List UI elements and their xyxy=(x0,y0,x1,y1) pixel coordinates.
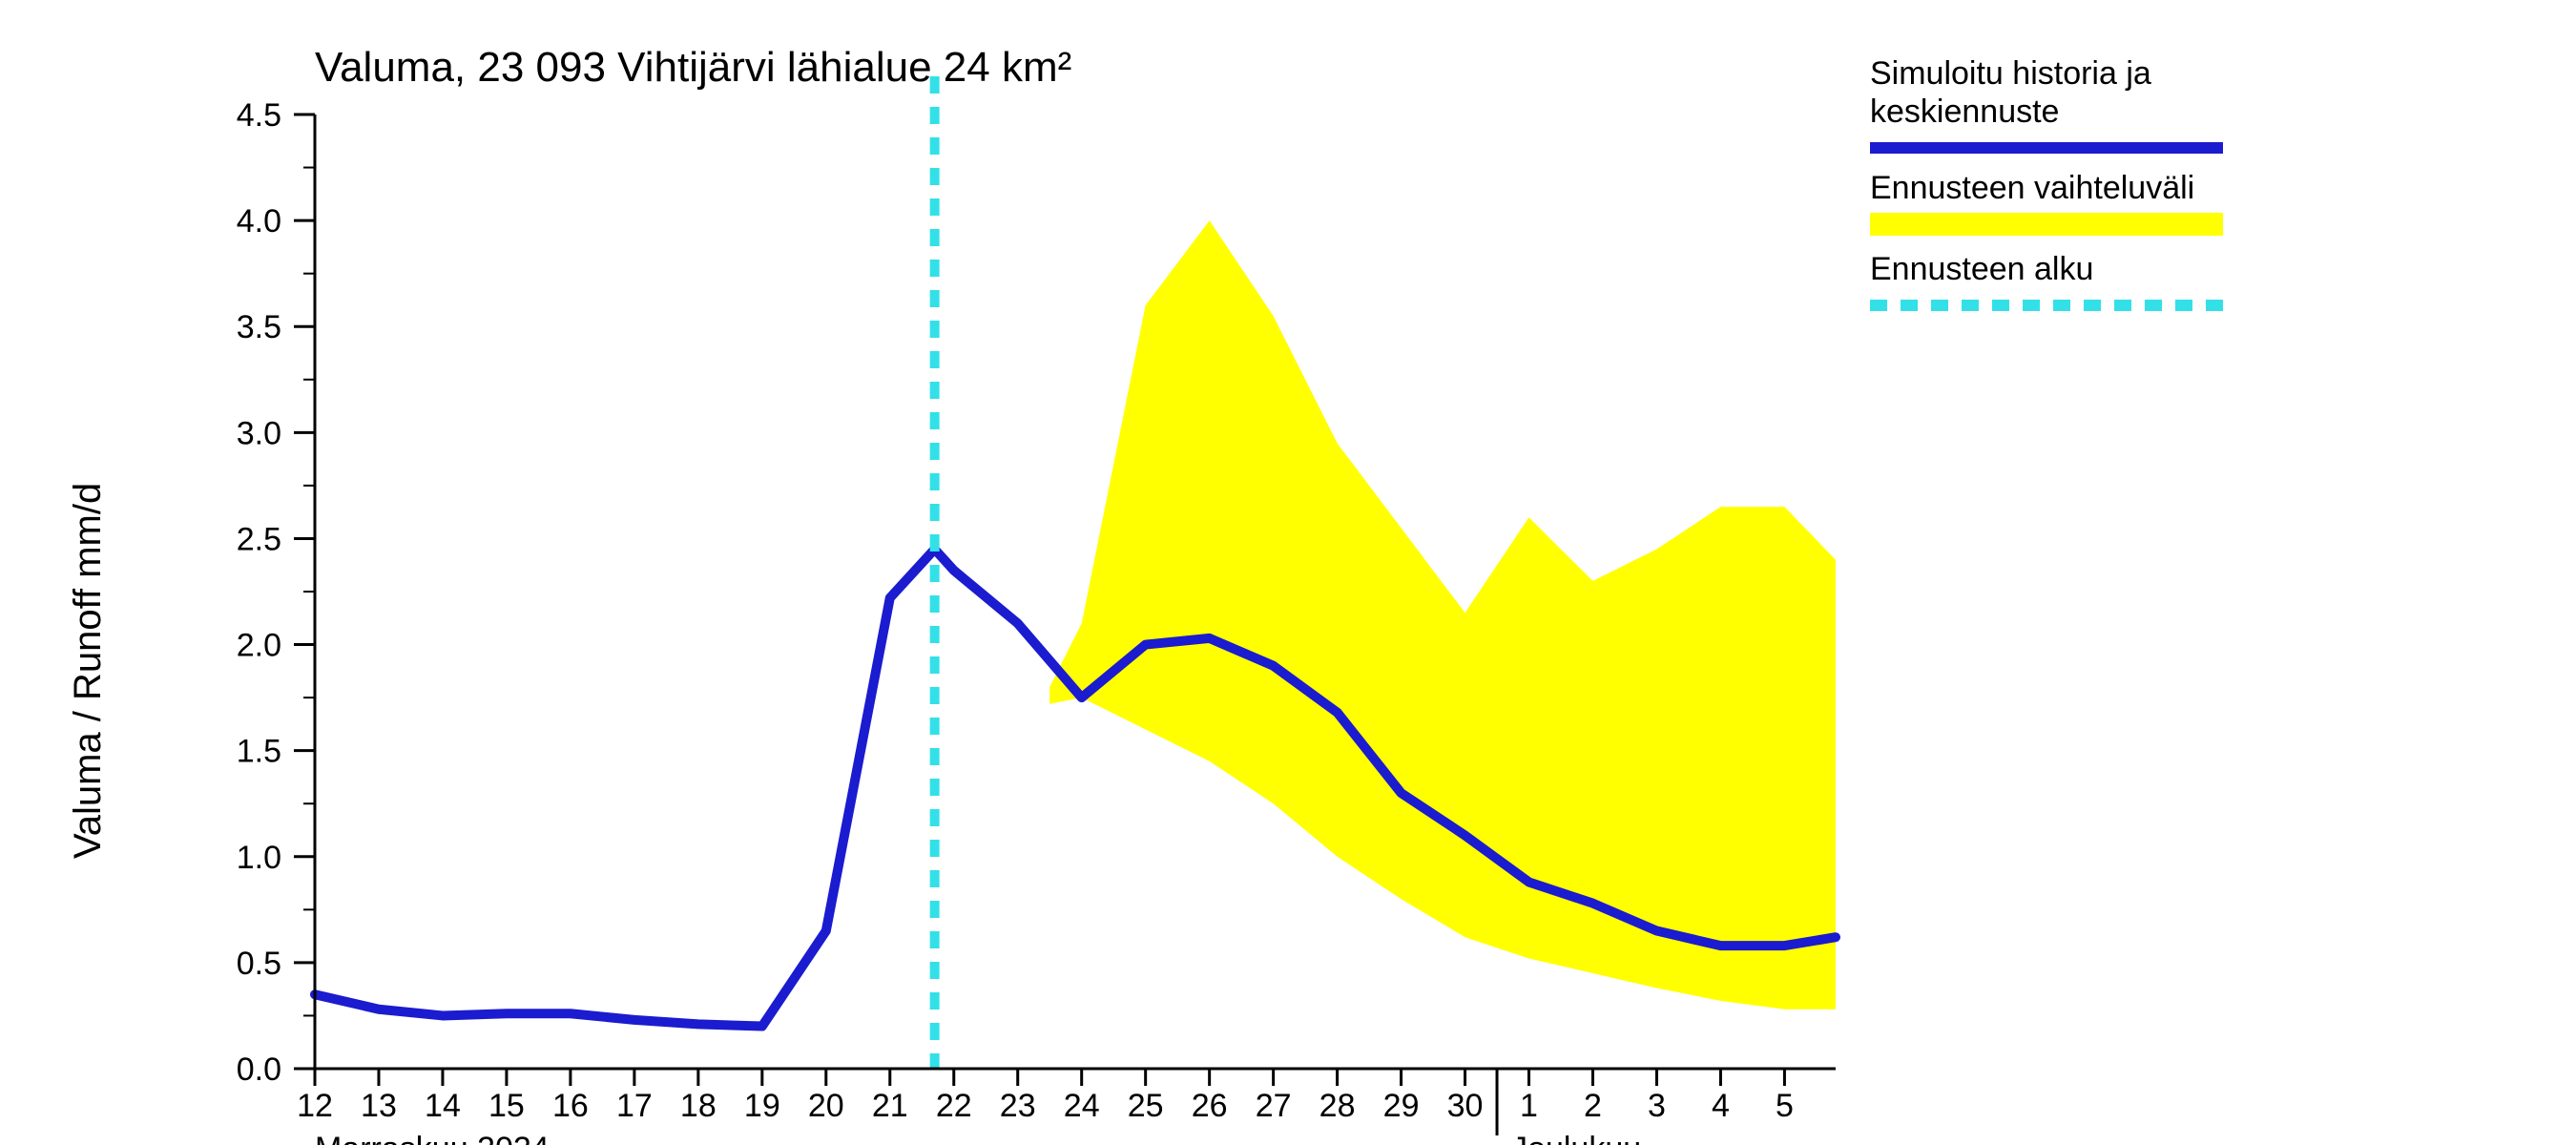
month1-label-line1: Marraskuu 2024 xyxy=(315,1131,550,1145)
y-tick-label: 0.5 xyxy=(237,946,281,982)
legend-label: Ennusteen alku xyxy=(1870,251,2093,287)
x-tick-label: 13 xyxy=(361,1088,397,1124)
x-tick-label: 27 xyxy=(1256,1088,1292,1124)
x-tick-label: 29 xyxy=(1383,1088,1420,1124)
x-tick-label: 26 xyxy=(1192,1088,1228,1124)
x-tick-label: 18 xyxy=(680,1088,717,1124)
legend-label: keskiennuste xyxy=(1870,94,2059,130)
x-tick-label: 14 xyxy=(425,1088,461,1124)
legend-label: Ennusteen vaihteluväli xyxy=(1870,170,2194,206)
y-tick-label: 1.5 xyxy=(237,734,281,770)
x-tick-label: 12 xyxy=(297,1088,333,1124)
y-tick-label: 2.5 xyxy=(237,521,281,557)
month2-label-line1: Joulukuu xyxy=(1511,1131,1641,1145)
x-tick-label: 21 xyxy=(872,1088,908,1124)
x-tick-label: 4 xyxy=(1712,1088,1730,1124)
legend-label: Simuloitu historia ja xyxy=(1870,55,2151,92)
y-tick-label: 4.0 xyxy=(237,203,281,239)
x-tick-label: 17 xyxy=(616,1088,653,1124)
y-tick-label: 0.0 xyxy=(237,1051,281,1088)
x-tick-label: 28 xyxy=(1319,1088,1356,1124)
x-tick-label: 5 xyxy=(1776,1088,1794,1124)
y-axis-label: Valuma / Runoff mm/d xyxy=(67,483,109,859)
y-tick-label: 2.0 xyxy=(237,628,281,664)
x-tick-label: 19 xyxy=(744,1088,780,1124)
x-tick-label: 30 xyxy=(1447,1088,1484,1124)
x-tick-label: 22 xyxy=(936,1088,972,1124)
x-tick-label: 3 xyxy=(1648,1088,1666,1124)
y-tick-label: 3.0 xyxy=(237,415,281,451)
x-tick-label: 16 xyxy=(552,1088,589,1124)
x-tick-label: 15 xyxy=(488,1088,525,1124)
y-tick-label: 3.5 xyxy=(237,309,281,345)
y-tick-label: 4.5 xyxy=(237,97,281,134)
x-tick-label: 25 xyxy=(1128,1088,1164,1124)
x-tick-label: 23 xyxy=(1000,1088,1036,1124)
x-tick-label: 24 xyxy=(1064,1088,1100,1124)
x-tick-label: 20 xyxy=(808,1088,844,1124)
y-tick-label: 1.0 xyxy=(237,840,281,876)
legend-swatch-band xyxy=(1870,213,2223,236)
forecast-band xyxy=(1049,220,1836,1010)
x-tick-label: 2 xyxy=(1584,1088,1602,1124)
runoff-forecast-chart: 0.00.51.01.52.02.53.03.54.04.51213141516… xyxy=(0,0,2576,1145)
chart-title: Valuma, 23 093 Vihtijärvi lähialue 24 km… xyxy=(315,44,1071,91)
x-tick-label: 1 xyxy=(1520,1088,1538,1124)
